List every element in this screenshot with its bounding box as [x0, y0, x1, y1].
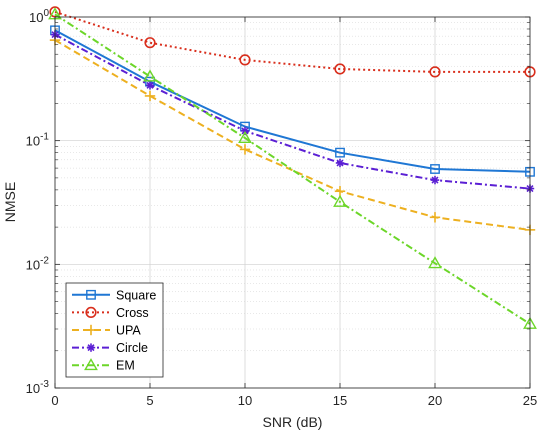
data-point-circle — [335, 158, 345, 168]
marker-shape — [429, 66, 441, 78]
marker-shape — [335, 147, 345, 158]
series-line-circle — [54, 33, 531, 190]
series-line-em — [54, 13, 531, 325]
marker-shape — [431, 176, 439, 184]
series-line-upa — [54, 39, 531, 231]
marker-shape — [144, 37, 156, 49]
legend-label-em: EM — [116, 359, 135, 373]
marker-shape — [333, 194, 347, 207]
axis-ticks: 10-3 10-2 10-1 100 0 5 10 15 20 25 — [26, 8, 538, 408]
x-tick-label: 25 — [523, 393, 537, 408]
data-point-em — [428, 256, 442, 269]
x-tick-label: 10 — [238, 393, 252, 408]
marker-shape — [241, 127, 249, 135]
data-point-square — [335, 147, 345, 158]
plot-frame — [54, 16, 531, 389]
marker-shape — [430, 164, 440, 174]
data-point-cross — [334, 63, 346, 75]
legend-marker-cross — [85, 306, 97, 319]
legend-label-circle: Circle — [116, 341, 148, 355]
legend-label-upa: UPA — [116, 324, 141, 338]
legend-label-cross: Cross — [116, 306, 149, 320]
legend-marker-upa — [85, 324, 97, 336]
data-point-square — [430, 164, 440, 174]
marker-shape — [84, 358, 98, 371]
x-axis-label: SNR (dB) — [263, 414, 323, 430]
marker-shape — [86, 289, 96, 300]
data-point-circle — [145, 81, 155, 90]
legend-marker-circle — [86, 343, 96, 352]
x-tick-label: 0 — [51, 393, 58, 408]
legend-marker-square — [86, 289, 96, 300]
marker-shape — [85, 306, 97, 319]
y-axis-label: NMSE — [2, 182, 18, 222]
legend-marker-em — [84, 358, 98, 371]
x-tick-label: 20 — [428, 393, 442, 408]
marker-shape — [428, 256, 442, 269]
marker-shape — [143, 69, 157, 82]
y-tick-label: 100 — [29, 8, 49, 25]
data-point-upa — [144, 90, 156, 102]
data-point-em — [238, 130, 252, 144]
data-point-cross — [239, 54, 251, 66]
y-tick-label: 10-3 — [26, 379, 50, 396]
marker-shape — [334, 63, 346, 75]
data-point-circle — [430, 175, 440, 185]
data-point-circle — [240, 126, 250, 136]
legend-label-square: Square — [116, 288, 156, 302]
marker-shape — [239, 54, 251, 66]
data-point-cross — [429, 66, 441, 78]
data-point-upa — [239, 144, 251, 155]
data-point-upa — [334, 186, 346, 197]
series-line-square — [54, 29, 531, 173]
y-tick-label: 10-2 — [26, 255, 50, 272]
x-tick-label: 15 — [333, 393, 347, 408]
marker-shape — [238, 130, 252, 144]
x-tick-label: 5 — [146, 393, 153, 408]
marker-shape — [87, 344, 95, 352]
data-point-em — [143, 69, 157, 82]
y-tick-label: 10-1 — [26, 132, 50, 149]
data-point-cross — [144, 37, 156, 49]
legend-box — [65, 282, 164, 378]
data-point-em — [333, 194, 347, 207]
marker-shape — [336, 159, 344, 167]
legend: Square Cross UPA Circle EM — [65, 282, 164, 378]
data-point-upa — [429, 212, 441, 223]
marker-shape — [146, 81, 154, 89]
